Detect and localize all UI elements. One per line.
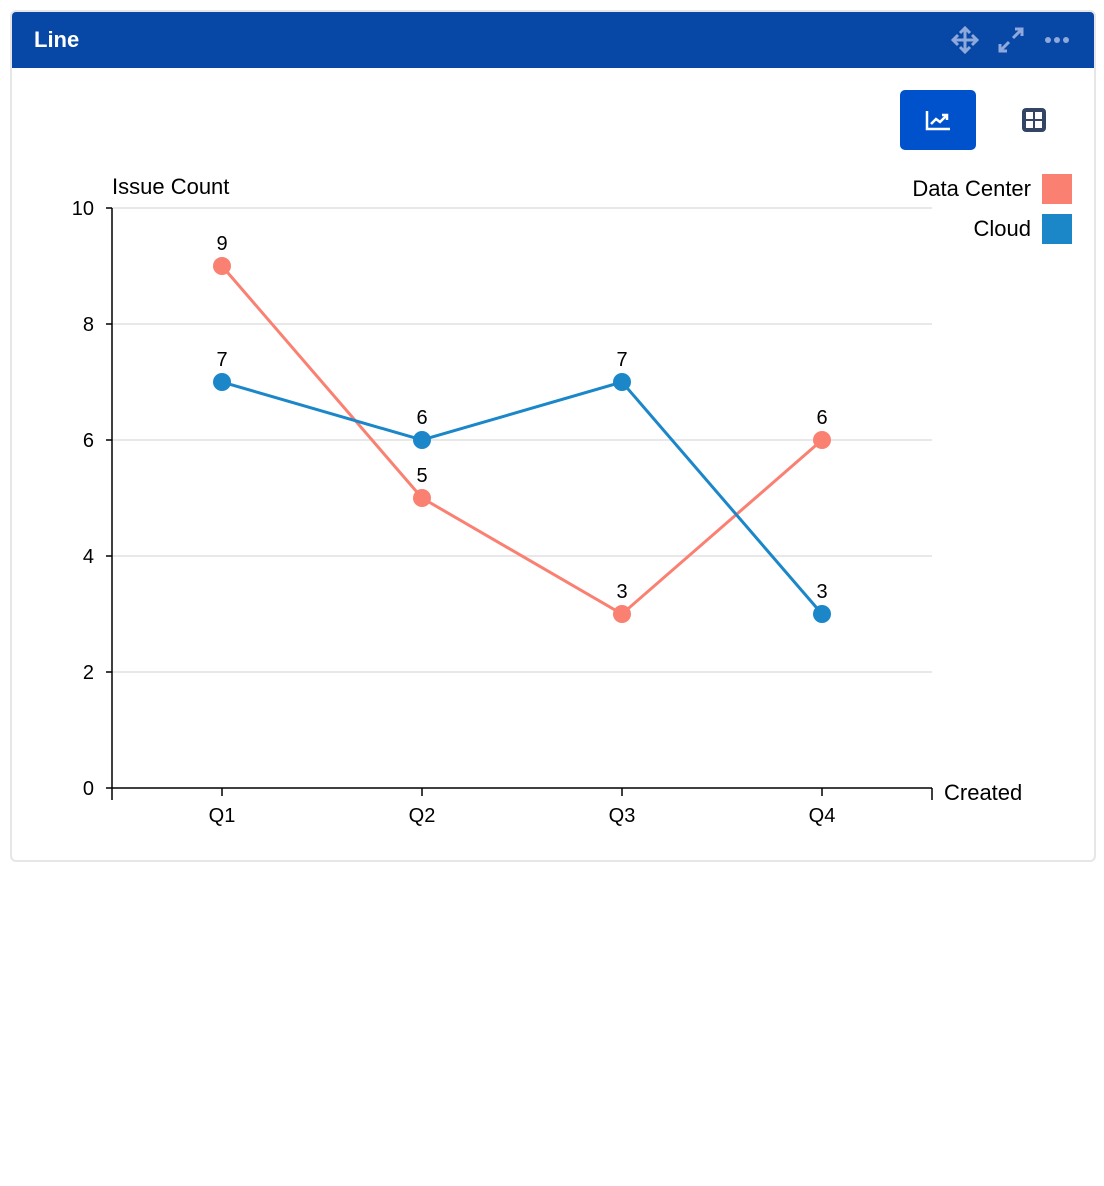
data-label: 9 — [216, 233, 227, 255]
y-tick-label: 10 — [72, 198, 94, 220]
legend-swatch — [1042, 214, 1072, 244]
legend-label: Cloud — [974, 216, 1031, 241]
panel-header: Line — [12, 12, 1094, 68]
legend-label: Data Center — [912, 176, 1031, 201]
expand-icon[interactable] — [996, 25, 1026, 55]
series-line-0 — [220, 265, 823, 616]
more-icon[interactable] — [1042, 25, 1072, 55]
data-point — [613, 605, 631, 623]
data-label: 3 — [616, 581, 627, 603]
y-tick-label: 2 — [83, 662, 94, 684]
x-tick-label: Q1 — [209, 805, 236, 827]
data-point — [813, 605, 831, 623]
y-tick-label: 8 — [83, 314, 94, 336]
y-tick-label: 0 — [83, 778, 94, 800]
x-tick-label: Q3 — [609, 805, 636, 827]
table-view-button[interactable] — [996, 90, 1072, 150]
line-chart-icon — [925, 111, 950, 131]
data-label: 5 — [416, 465, 427, 487]
move-icon[interactable] — [950, 25, 980, 55]
data-point — [613, 373, 631, 391]
data-label: 7 — [616, 349, 627, 371]
line-chart: 0 2 4 6 8 10 Q1 Q2 Q3 Q4 Issue Count Created 9 5 3 6 Dat… — [72, 174, 1072, 827]
series-line-1 — [221, 380, 824, 615]
data-label: 6 — [416, 407, 427, 429]
y-axis-label: Issue Count — [112, 174, 229, 199]
data-point — [213, 257, 231, 275]
legend-swatch — [1042, 174, 1072, 204]
y-tick-label: 6 — [83, 430, 94, 452]
y-tick-label: 4 — [83, 546, 94, 568]
x-axis-label: Created — [944, 780, 1022, 805]
data-label: 3 — [816, 581, 827, 603]
data-point — [213, 373, 231, 391]
x-tick-label: Q4 — [809, 805, 836, 827]
data-label: 6 — [816, 407, 827, 429]
data-point — [813, 431, 831, 449]
data-point — [413, 431, 431, 449]
data-label: 7 — [216, 349, 227, 371]
line-chart-view-button[interactable] — [900, 90, 976, 150]
table-grid-icon — [1022, 108, 1046, 132]
x-tick-label: Q2 — [409, 805, 436, 827]
data-point — [413, 489, 431, 507]
line-panel: Line — [10, 10, 1096, 862]
panel-title: Line — [34, 27, 80, 52]
